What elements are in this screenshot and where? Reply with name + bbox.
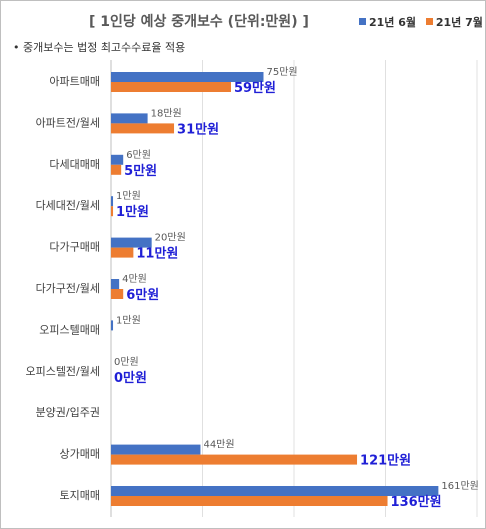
bar [111,123,175,134]
chart-title: [ 1인당 예상 중개보수 (단위:만원) ] [89,14,309,30]
bar [111,237,152,248]
legend-item-june: 21년 6월 [359,14,416,30]
bar [111,72,264,82]
category-label: 아파트전/월세 [36,116,100,129]
data-label: 75만원 [267,66,298,78]
bar [111,496,388,506]
data-label: 11만원 [136,246,178,262]
bar [111,486,439,496]
data-label: 31만원 [177,121,219,137]
category-label: 아파트매매 [49,75,100,88]
category-label: 상가매매 [60,448,100,461]
data-label: 59만원 [234,80,276,96]
category-label: 다가구매매 [49,241,100,254]
data-label: 0만원 [114,370,147,386]
legend-label-june: 21년 6월 [369,16,417,29]
data-label: 136만원 [391,494,442,510]
bar [111,289,124,299]
bar [111,82,231,92]
bar [111,320,114,331]
legend-item-july: 21년 7월 [425,14,483,30]
category-label: 다세대매매 [49,158,100,171]
bar [111,196,114,207]
bar [111,164,122,175]
category-label: 다가구전/월세 [36,282,100,295]
category-label: 분양권/입주권 [36,406,100,419]
chart-subtitle: • 중개보수는 법정 최고수수료율 적용 [13,41,186,54]
legend-swatch-july [425,18,433,25]
bar [111,444,201,455]
data-label: 6만원 [126,287,159,303]
bar [111,247,134,258]
bar [111,279,120,289]
data-label: 44만원 [203,439,234,451]
data-label: 121만원 [360,453,411,469]
legend-swatch-june [359,18,366,25]
data-label: 161만원 [441,480,479,492]
data-label: 18만원 [151,107,182,119]
bar [111,113,148,124]
bar [111,206,114,217]
category-label: 토지매매 [60,489,100,502]
data-label: 1만원 [116,190,141,202]
category-label: 오피스텔전/월세 [25,365,100,378]
data-label: 20만원 [155,232,186,244]
data-label: 4만원 [122,273,147,285]
chart-legend: 21년 6월 21년 7월 [359,14,486,30]
data-label: 1만원 [116,204,149,220]
data-label: 1만원 [116,314,141,326]
bar [111,454,358,465]
data-label: 6만원 [126,149,151,161]
data-label: 0만원 [114,356,139,368]
bar [111,154,124,165]
legend-label-july: 21년 7월 [435,16,483,29]
category-label: 오피스텔매매 [39,323,100,336]
data-label: 5만원 [124,163,157,179]
category-label: 다세대전/월세 [36,199,100,212]
